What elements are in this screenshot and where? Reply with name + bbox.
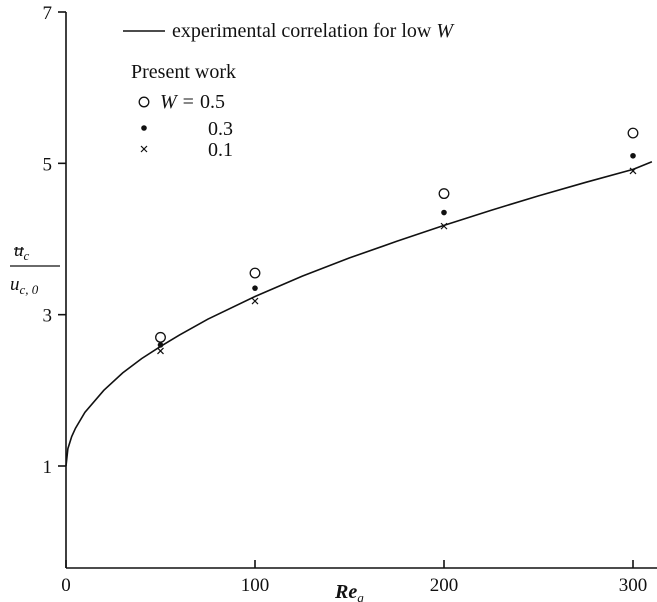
legend-marker-filled-dot <box>141 125 147 131</box>
data-markers-group <box>155 127 639 355</box>
y-tick-label-3: 3 <box>43 306 53 327</box>
marker-0_3-x300 <box>630 152 636 159</box>
marker-0_1-x300 <box>629 167 637 175</box>
x-axis-label: Reg <box>334 581 364 602</box>
marker-0_5-x100 <box>249 267 261 279</box>
marker-0_5-x200 <box>438 188 450 200</box>
x-ticks-group: 0 100 200 300 <box>61 560 647 596</box>
y-ticks-group: 1 3 5 7 <box>43 3 66 478</box>
legend: experimental correlation for low W Prese… <box>123 20 455 161</box>
y-tick-label-7: 7 <box>43 3 53 24</box>
x-tick-label-100: 100 <box>241 575 270 596</box>
y-axis-label: uc uc, 0 <box>10 240 60 297</box>
legend-marker-x <box>140 145 148 153</box>
marker-0_3-x200 <box>441 209 447 216</box>
experimental-correlation-curve <box>65 161 653 467</box>
legend-entry-0: W = 0.5 <box>160 91 225 113</box>
y-tick-label-5: 5 <box>43 154 53 175</box>
legend-marker-open-circle <box>138 96 150 108</box>
y-label-denominator: uc, 0 <box>10 274 39 297</box>
x-tick-label-300: 300 <box>619 575 648 596</box>
y-tick-label-1: 1 <box>43 457 53 478</box>
marker-0_5-x300 <box>627 127 639 139</box>
legend-entry-1: 0.3 <box>208 118 233 140</box>
y-label-numerator: uc <box>14 240 30 263</box>
legend-line-label: experimental correlation for low W <box>172 20 455 42</box>
marker-0_3-x100 <box>252 285 258 291</box>
marker-0_5-x50 <box>155 331 166 343</box>
marker-0_3-x50 <box>157 342 164 348</box>
marker-0_1-x200 <box>440 222 448 230</box>
x-tick-label-200: 200 <box>430 575 459 596</box>
legend-heading: Present work <box>131 61 236 83</box>
x-tick-label-0: 0 <box>61 575 71 596</box>
marker-0_1-x100 <box>251 297 259 305</box>
legend-entry-2: 0.1 <box>208 139 233 161</box>
marker-0_1-x50 <box>157 347 164 355</box>
